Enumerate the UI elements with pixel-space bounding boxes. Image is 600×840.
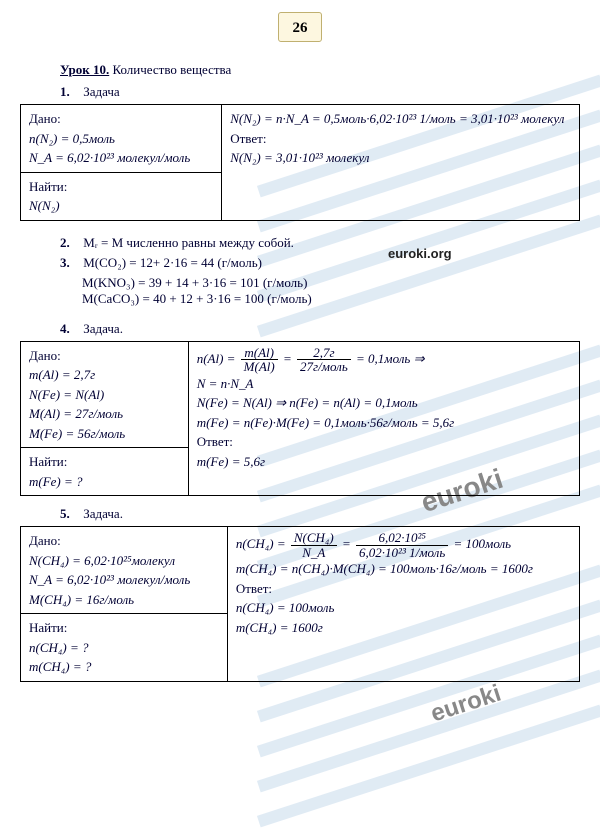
given-label: Дано:: [29, 533, 61, 548]
lesson-number: Урок 10.: [60, 62, 109, 77]
solution-line: m(CH₄) = n(CH₄)·M(CH₄) = 100моль·16г/мол…: [236, 561, 533, 576]
given-line: M(CH₄) = 16г/моль: [29, 592, 134, 607]
calc-line: M(CaCO₃) = 40 + 12 + 3·16 = 100 (г/моль): [82, 291, 580, 307]
calc-line: M(KNO₃) = 39 + 14 + 3·16 = 101 (г/моль): [82, 275, 580, 291]
answer-line: N(N₂) = 3,01·10²³ молекул: [230, 150, 369, 165]
answer-line: m(CH₄) = 1600г: [236, 620, 323, 635]
given-label: Дано:: [29, 348, 61, 363]
given-line: M(Fe) = 56г/моль: [29, 426, 125, 441]
find-label: Найти:: [29, 454, 67, 469]
item-label: Задача.: [83, 321, 123, 336]
page-content: Урок 10. Количество вещества 1. Задача Д…: [20, 62, 580, 690]
find-line: N(N₂): [29, 198, 60, 213]
problem-2: 2. Mᵣ = M численно равны между собой.: [60, 235, 580, 251]
find-cell: Найти: n(CH₄) = ? m(CH₄) = ?: [21, 614, 228, 682]
frac-den: 27г/моль: [297, 360, 351, 374]
given-label: Дано:: [29, 111, 61, 126]
find-label: Найти:: [29, 620, 67, 635]
given-line: M(Al) = 27г/моль: [29, 406, 123, 421]
page-number-badge: 26: [278, 12, 322, 42]
given-line: n(N₂) = 0,5моль: [29, 131, 115, 146]
answer-line: m(Fe) = 5,6г: [197, 454, 265, 469]
answer-line: n(CH₄) = 100моль: [236, 600, 335, 615]
find-cell: Найти: m(Fe) = ?: [21, 448, 189, 496]
item-number: 4.: [60, 321, 80, 337]
solution-line: m(Fe) = n(Fe)·M(Fe) = 0,1моль·56г/моль =…: [197, 415, 455, 430]
lesson-topic: Количество вещества: [112, 62, 231, 77]
frac-lhs: n(Al) =: [197, 351, 236, 366]
given-cell: Дано: N(CH₄) = 6,02·10²⁵молекул N_A = 6,…: [21, 527, 228, 614]
find-line: m(Fe) = ?: [29, 474, 83, 489]
frac-num: 2,7г: [297, 346, 351, 361]
solution-line: N(N₂) = n·N_A = 0,5моль·6,02·10²³ 1/моль…: [230, 111, 564, 126]
frac-num: 6,02·10²⁵: [356, 531, 448, 546]
item-number: 5.: [60, 506, 80, 522]
frac-den: M(Al): [241, 360, 278, 374]
problem-1-heading: 1. Задача: [60, 84, 580, 100]
frac-den: N_A: [291, 546, 337, 560]
frac-num: m(Al): [241, 346, 278, 361]
problem-4-heading: 4. Задача.: [60, 321, 580, 337]
given-cell: Дано: m(Al) = 2,7г N(Fe) = N(Al) M(Al) =…: [21, 341, 189, 448]
find-line: n(CH₄) = ?: [29, 640, 89, 655]
given-line: N_A = 6,02·10²³ молекул/моль: [29, 572, 190, 587]
find-label: Найти:: [29, 179, 67, 194]
problem-5-table: Дано: N(CH₄) = 6,02·10²⁵молекул N_A = 6,…: [20, 526, 580, 682]
solution-cell: n(CH₄) = N(CH₄)N_A = 6,02·10²⁵6,02·10²³ …: [227, 527, 579, 682]
solution-line: N = n·N_A: [197, 376, 254, 391]
problem-4-table: Дано: m(Al) = 2,7г N(Fe) = N(Al) M(Al) =…: [20, 341, 580, 497]
item-number: 1.: [60, 84, 80, 100]
frac-den: 6,02·10²³ 1/моль: [356, 546, 448, 560]
calc-line: M(CO₂) = 12+ 2·16 = 44 (г/моль): [83, 255, 262, 270]
given-line: N_A = 6,02·10²³ молекул/моль: [29, 150, 190, 165]
solution-cell: N(N₂) = n·N_A = 0,5моль·6,02·10²³ 1/моль…: [222, 105, 580, 221]
given-line: m(Al) = 2,7г: [29, 367, 95, 382]
frac-rhs: = 100моль: [454, 536, 512, 551]
item-label: Задача: [83, 84, 119, 99]
solution-cell: n(Al) = m(Al)M(Al) = 2,7г27г/моль = 0,1м…: [188, 341, 579, 496]
frac-rhs: = 0,1моль ⇒: [356, 351, 424, 366]
find-line: m(CH₄) = ?: [29, 659, 91, 674]
item-number: 2.: [60, 235, 80, 251]
given-line: N(CH₄) = 6,02·10²⁵молекул: [29, 553, 175, 568]
answer-label: Ответ:: [230, 131, 266, 146]
problem-5-heading: 5. Задача.: [60, 506, 580, 522]
lesson-title: Урок 10. Количество вещества: [60, 62, 580, 78]
answer-label: Ответ:: [197, 434, 233, 449]
answer-label: Ответ:: [236, 581, 272, 596]
given-cell: Дано: n(N₂) = 0,5моль N_A = 6,02·10²³ мо…: [21, 105, 222, 173]
solution-line: N(Fe) = N(Al) ⇒ n(Fe) = n(Al) = 0,1моль: [197, 395, 418, 410]
problem-1-table: Дано: n(N₂) = 0,5моль N_A = 6,02·10²³ мо…: [20, 104, 580, 221]
item-label: Задача.: [83, 506, 123, 521]
item-number: 3.: [60, 255, 80, 271]
item-text: Mᵣ = M численно равны между собой.: [83, 235, 294, 250]
find-cell: Найти: N(N₂): [21, 172, 222, 220]
problem-3: 3. M(CO₂) = 12+ 2·16 = 44 (г/моль): [60, 255, 580, 271]
frac-num: N(CH₄): [291, 531, 337, 546]
given-line: N(Fe) = N(Al): [29, 387, 104, 402]
frac-lhs: n(CH₄) =: [236, 536, 286, 551]
